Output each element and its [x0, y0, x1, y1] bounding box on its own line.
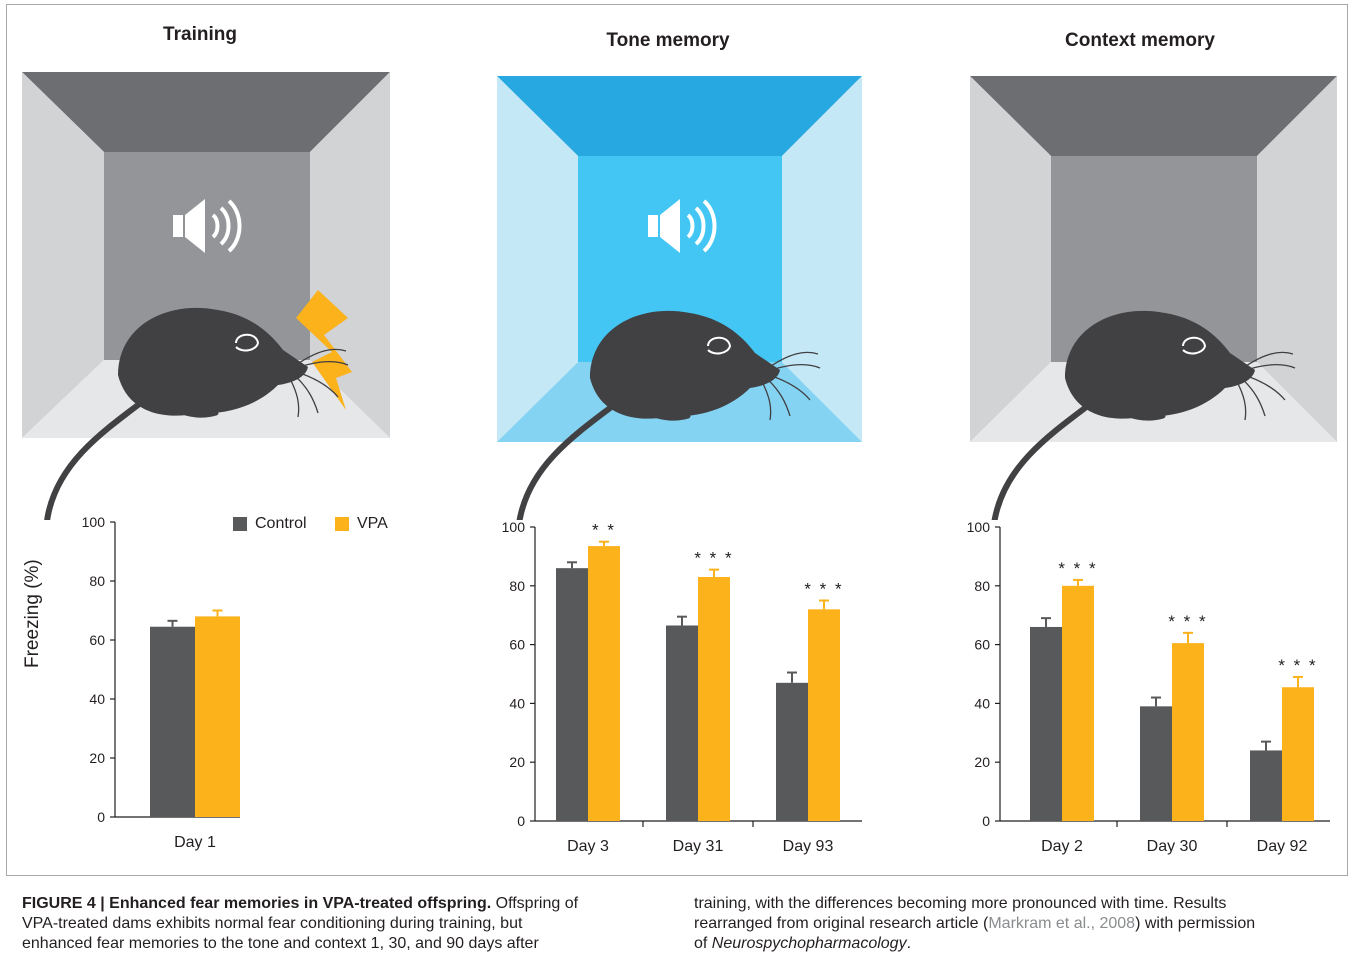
figure-frame	[6, 4, 1348, 876]
bar-control	[556, 568, 588, 821]
bar-vpa	[1062, 585, 1094, 821]
y-tick-label: 100	[502, 519, 526, 535]
y-tick-label: 60	[89, 632, 105, 648]
caption-text: .	[906, 935, 912, 952]
journal-name: Neurospychopharmacology	[711, 935, 907, 952]
legend-vpa-swatch	[335, 517, 349, 531]
bar-control	[1140, 706, 1172, 821]
bar-control	[666, 625, 698, 821]
bar-control	[776, 682, 808, 821]
figure-caption-left: FIGURE 4 | Enhanced fear memories in VPA…	[22, 894, 662, 954]
legend-vpa: VPA	[335, 515, 388, 533]
significance-marker: * * *	[1278, 656, 1317, 675]
x-category-label: Day 3	[567, 838, 609, 855]
x-category-label: Day 30	[1147, 838, 1198, 855]
significance-marker: * * *	[694, 549, 733, 568]
x-category-label: Day 93	[783, 838, 834, 855]
legend-control-label: Control	[255, 515, 307, 532]
figure-label: FIGURE 4 | Enhanced fear memories in VPA…	[22, 895, 492, 912]
bar-control	[1030, 626, 1062, 821]
bar-vpa	[1172, 643, 1204, 821]
bar-vpa	[1282, 687, 1314, 821]
y-tick-label: 0	[982, 813, 990, 829]
y-tick-label: 40	[509, 695, 525, 711]
y-tick-label: 40	[89, 691, 105, 707]
x-category-label: Day 1	[174, 834, 216, 851]
panel-title-context-memory: Context memory	[1065, 30, 1215, 51]
figure-caption-right: training, with the differences becoming …	[694, 894, 1334, 954]
y-tick-label: 20	[89, 750, 105, 766]
y-tick-label: 60	[974, 637, 990, 653]
training-chamber	[22, 72, 390, 438]
tone-chamber	[497, 76, 862, 442]
y-tick-label: 40	[974, 695, 990, 711]
y-tick-label: 100	[82, 514, 106, 530]
significance-marker: * *	[592, 521, 616, 540]
citation-link[interactable]: Markram et al., 2008	[988, 915, 1136, 932]
y-tick-label: 0	[517, 813, 525, 829]
x-category-label: Day 2	[1041, 838, 1083, 855]
caption-text: of	[694, 935, 712, 952]
y-axis-label: Freezing (%)	[22, 559, 43, 668]
bar-charts: 0 20 40 60 80 100 Day 1 0 20 40 60 80 100 * * Day 3 * *…	[82, 514, 1330, 855]
x-category-label: Day 92	[1257, 838, 1308, 855]
bar-control	[1250, 750, 1282, 821]
caption-text: ) with permission	[1135, 915, 1256, 932]
y-tick-label: 20	[974, 754, 990, 770]
y-tick-label: 100	[967, 519, 991, 535]
significance-marker: * * *	[1168, 612, 1207, 631]
y-tick-label: 80	[509, 578, 525, 594]
x-category-label: Day 31	[673, 838, 724, 855]
bar-vpa	[588, 546, 620, 821]
y-tick-label: 60	[509, 637, 525, 653]
caption-text: training, with the differences becoming …	[694, 895, 1227, 912]
y-tick-label: 80	[89, 573, 105, 589]
panel-title-tone-memory: Tone memory	[606, 30, 730, 51]
caption-text: enhanced fear memories to the tone and c…	[22, 935, 539, 952]
caption-text: Offspring of	[491, 895, 579, 912]
bar-control	[150, 626, 195, 817]
y-tick-label: 0	[97, 809, 105, 825]
significance-marker: * * *	[1058, 559, 1097, 578]
context-chamber	[970, 76, 1337, 442]
caption-text: rearranged from original research articl…	[694, 915, 989, 932]
y-tick-label: 20	[509, 754, 525, 770]
bar-vpa	[808, 609, 840, 821]
caption-text: VPA-treated dams exhibits normal fear co…	[22, 915, 523, 932]
legend-control: Control	[233, 515, 307, 533]
legend-vpa-label: VPA	[357, 515, 388, 532]
bar-vpa	[195, 616, 240, 817]
significance-marker: * * *	[804, 580, 843, 599]
legend-control-swatch	[233, 517, 247, 531]
panel-title-training: Training	[163, 24, 237, 45]
bar-vpa	[698, 576, 730, 821]
y-tick-label: 80	[974, 578, 990, 594]
chamber-illustrations	[22, 72, 1337, 520]
lightning-bolt-icon	[296, 290, 352, 410]
